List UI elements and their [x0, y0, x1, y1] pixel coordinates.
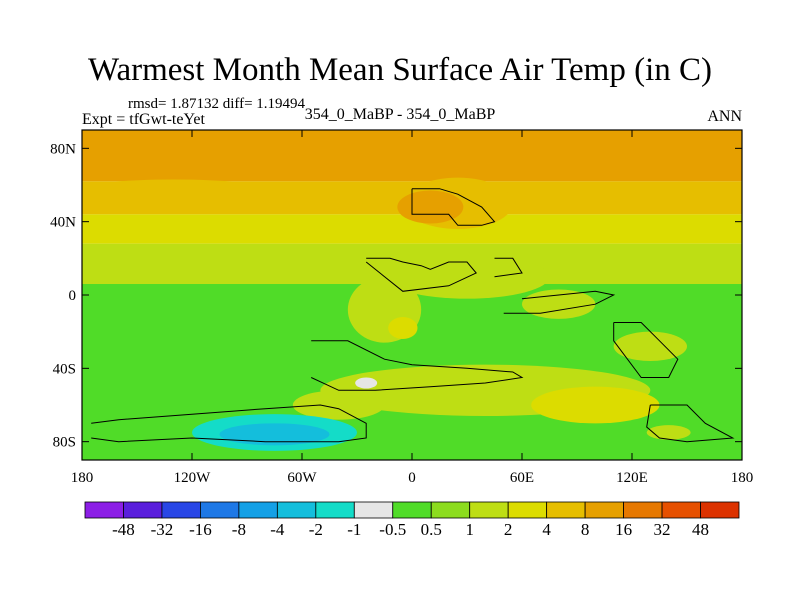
colorbar-label-13: 16 — [615, 520, 632, 539]
colorbar-swatch-13 — [584, 501, 624, 519]
colorbar-label-7: -0.5 — [379, 520, 406, 539]
colorbar-label-6: -1 — [347, 520, 361, 539]
colorbar-swatch-6 — [315, 501, 355, 519]
colorbar-swatch-2 — [161, 501, 201, 519]
coastline-1 — [365, 257, 478, 292]
colorbar-swatch-1 — [123, 501, 163, 519]
coastline-6 — [91, 404, 367, 443]
zone-band-0 — [82, 130, 742, 182]
colorbar-label-8: 0.5 — [421, 520, 442, 539]
coastline-0 — [411, 188, 496, 226]
coastline-7 — [646, 404, 735, 443]
x-tick-label-5: 120E — [616, 470, 648, 486]
anomaly-patch-11 — [292, 390, 385, 420]
colorbar-swatch-4 — [238, 501, 278, 519]
colorbar-label-0: -48 — [112, 520, 135, 539]
colorbar-label-9: 1 — [465, 520, 474, 539]
period-label: ANN — [707, 108, 742, 125]
x-tick-label-0: 180 — [71, 470, 94, 486]
colorbar-label-14: 32 — [654, 520, 671, 539]
x-tick-label-3: 0 — [408, 470, 416, 486]
colorbar-label-1: -32 — [151, 520, 174, 539]
coastline-5 — [310, 340, 524, 391]
colorbar-swatch-11 — [507, 501, 548, 519]
y-tick-label-1: 40N — [50, 215, 76, 231]
colorbar-label-2: -16 — [189, 520, 212, 539]
anomaly-patch-6 — [388, 317, 418, 339]
colorbar-label-12: 8 — [581, 520, 590, 539]
anomaly-patch-14 — [355, 377, 378, 389]
colorbar-label-15: 48 — [692, 520, 709, 539]
colorbar-label-3: -8 — [232, 520, 246, 539]
colorbar-label-4: -4 — [270, 520, 285, 539]
colorbar-swatch-0 — [84, 501, 124, 519]
x-tick-label-2: 60W — [287, 470, 317, 486]
y-tick-label-4: 80S — [53, 435, 76, 451]
chart-title: Warmest Month Mean Surface Air Temp (in … — [87, 52, 713, 88]
map-field — [82, 130, 742, 460]
colorbar-label-10: 2 — [504, 520, 513, 539]
anomaly-patch-3 — [82, 179, 266, 198]
colorbar-swatch-12 — [546, 501, 586, 519]
colorbar: -48 -32 -16 -8 -4 -2 -1 -0.5 0.5 1 2 4 8 16 32 48 — [84, 501, 740, 539]
colorbar-swatch-7 — [353, 501, 394, 519]
colorbar-label-11: 4 — [542, 520, 551, 539]
y-tick-label-2: 0 — [69, 288, 77, 304]
colorbar-label-5: -2 — [309, 520, 323, 539]
coastline-2 — [494, 257, 523, 278]
colorbar-swatch-14 — [623, 501, 663, 519]
colorbar-swatch-8 — [392, 501, 432, 519]
y-tick-label-0: 80N — [50, 141, 76, 157]
anomaly-patch-2 — [632, 181, 742, 204]
colorbar-swatch-16 — [700, 501, 740, 519]
anomaly-patch-8 — [613, 331, 687, 362]
rmsd-diff-stats: rmsd= 1.87132 diff= 1.19494 — [128, 96, 306, 112]
x-tick-label-4: 60E — [510, 470, 534, 486]
chart-subtitle: 354_0_MaBP - 354_0_MaBP — [304, 106, 496, 123]
colorbar-swatch-15 — [661, 501, 701, 519]
anomaly-patch-1 — [397, 190, 464, 224]
x-tick-label-6: 180 — [731, 470, 754, 486]
anomaly-patch-10 — [531, 386, 660, 424]
colorbar-swatch-5 — [276, 501, 317, 519]
colorbar-swatch-10 — [469, 501, 509, 519]
anomaly-patch-4 — [384, 254, 550, 299]
coastline-4 — [613, 322, 679, 378]
x-tick-label-1: 120W — [174, 470, 212, 486]
coastline-layer — [91, 188, 735, 443]
axes: 180 120W 60W 0 60E 120E 180 80N 40N 0 40S 80S — [50, 130, 753, 486]
experiment-label: Expt = tfGwt-teYet — [82, 111, 205, 128]
y-tick-label-3: 40S — [53, 361, 76, 377]
colorbar-swatch-9 — [430, 501, 471, 519]
anomaly-patch-7 — [522, 289, 596, 319]
colorbar-swatch-3 — [200, 501, 240, 519]
anomaly-patch-13 — [219, 423, 330, 446]
coastline-3 — [503, 290, 616, 314]
